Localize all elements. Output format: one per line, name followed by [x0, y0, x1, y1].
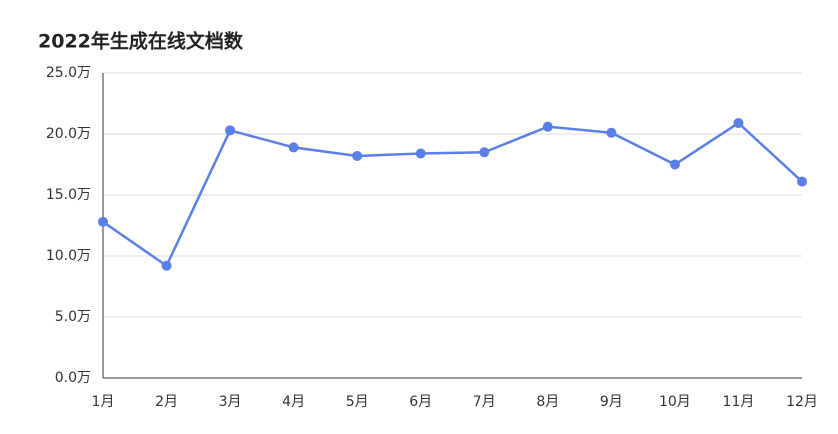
- x-tick-label: 10月: [659, 394, 691, 410]
- x-tick-label: 8月: [536, 394, 559, 410]
- point: [733, 118, 744, 129]
- point: [606, 127, 617, 138]
- point: [542, 121, 553, 132]
- point: [288, 142, 299, 153]
- x-tick-label: 5月: [346, 394, 369, 410]
- x-tick-label: 3月: [219, 394, 242, 410]
- point: [797, 176, 807, 187]
- point: [98, 216, 108, 227]
- y-tick-label: 10.0万: [46, 248, 91, 264]
- x-tick-label: 7月: [473, 394, 496, 410]
- y-tick-label: 25.0万: [46, 65, 91, 81]
- x-tick-label: 9月: [600, 394, 623, 410]
- x-tick-label: 12月: [786, 394, 818, 410]
- y-tick-label: 20.0万: [46, 126, 91, 142]
- point: [352, 150, 363, 161]
- point: [225, 125, 236, 136]
- y-tick-label: 15.0万: [46, 187, 91, 203]
- point: [479, 147, 490, 158]
- line: [102, 121, 803, 268]
- x-tick-label: 2月: [155, 394, 178, 410]
- x-tick-label: 1月: [92, 394, 115, 410]
- x-tick-label: 4月: [282, 394, 305, 410]
- point: [669, 159, 680, 170]
- y-tick-label: 0.0万: [55, 370, 91, 386]
- chart-title: 2022年生成在线文档数: [38, 30, 244, 53]
- y-tick-label: 5.0万: [55, 309, 91, 325]
- point: [415, 148, 426, 159]
- x-tick-label: 11月: [723, 394, 755, 410]
- x-tick-label: 6月: [409, 394, 432, 410]
- point: [161, 260, 172, 271]
